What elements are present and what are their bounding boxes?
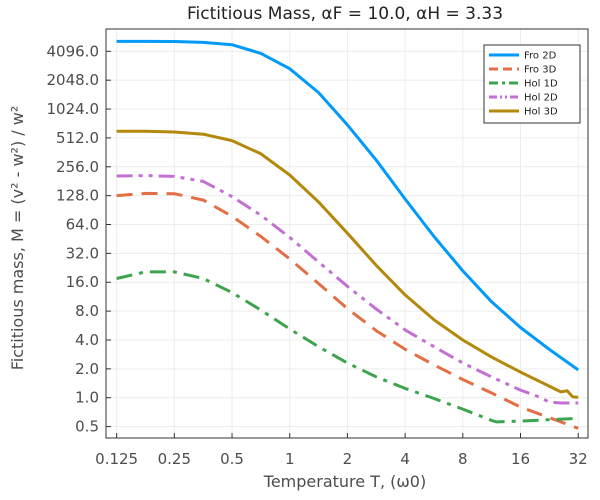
y-tick-label: 8.0 bbox=[75, 302, 99, 320]
x-tick-label: 0.5 bbox=[220, 450, 244, 468]
x-tick-label: 8 bbox=[458, 450, 468, 468]
y-tick-label: 0.5 bbox=[75, 418, 99, 436]
series-line-hol-3d bbox=[116, 129, 579, 399]
y-tick-label: 1024.0 bbox=[47, 100, 100, 118]
y-tick-label: 256.0 bbox=[56, 158, 99, 176]
y-tick-label: 32.0 bbox=[66, 244, 99, 262]
series-line-fro-3d bbox=[116, 191, 579, 430]
y-ticks: 0.5 1.0 2.0 4.0 8.0 16.0 32.0 64.0 128.0 256.0 512… bbox=[47, 42, 111, 436]
x-tick-label: 4 bbox=[400, 450, 410, 468]
series-line-fro-2d bbox=[116, 39, 580, 372]
chart-title: Fictitious Mass, αF = 10.0, αH = 3.33 bbox=[187, 4, 503, 24]
y-tick-label: 4096.0 bbox=[47, 42, 100, 60]
series-line-hol-2d bbox=[116, 174, 579, 405]
legend: Fro 2D Fro 3D Hol 1D Hol 2D Hol 3D bbox=[483, 44, 581, 124]
y-tick-label: 2048.0 bbox=[47, 71, 100, 89]
y-tick-label: 16.0 bbox=[66, 273, 99, 291]
y-tick-label: 512.0 bbox=[56, 129, 99, 147]
x-tick-label: 0.25 bbox=[158, 450, 191, 468]
y-axis-label: Fictitious mass, M = (v² - w²) / w² bbox=[8, 106, 27, 371]
legend-label-hol-1d: Hol 1D bbox=[524, 79, 558, 90]
y-tick-label: 2.0 bbox=[75, 360, 99, 378]
legend-label-fro-3d: Fro 3D bbox=[524, 65, 557, 76]
x-tick-label: 2 bbox=[343, 450, 353, 468]
x-axis-label: Temperature T, (ω0) bbox=[263, 472, 426, 491]
x-tick-label: 16 bbox=[511, 450, 530, 468]
x-tick-label: 32 bbox=[569, 450, 588, 468]
series-line-hol-1d bbox=[116, 270, 579, 424]
x-tick-label: 0.125 bbox=[95, 450, 138, 468]
x-tick-label: 1 bbox=[285, 450, 295, 468]
y-tick-label: 128.0 bbox=[56, 187, 99, 205]
y-tick-label: 64.0 bbox=[66, 216, 99, 234]
y-tick-label: 4.0 bbox=[75, 331, 99, 349]
y-tick-label: 1.0 bbox=[75, 389, 99, 407]
x-ticks: 0.125 0.25 0.5 1 2 4 8 16 32 bbox=[95, 433, 588, 468]
legend-label-hol-3d: Hol 3D bbox=[524, 107, 558, 118]
legend-label-hol-2d: Hol 2D bbox=[524, 93, 558, 104]
series-lines bbox=[116, 39, 580, 430]
legend-label-fro-2d: Fro 2D bbox=[524, 51, 557, 62]
